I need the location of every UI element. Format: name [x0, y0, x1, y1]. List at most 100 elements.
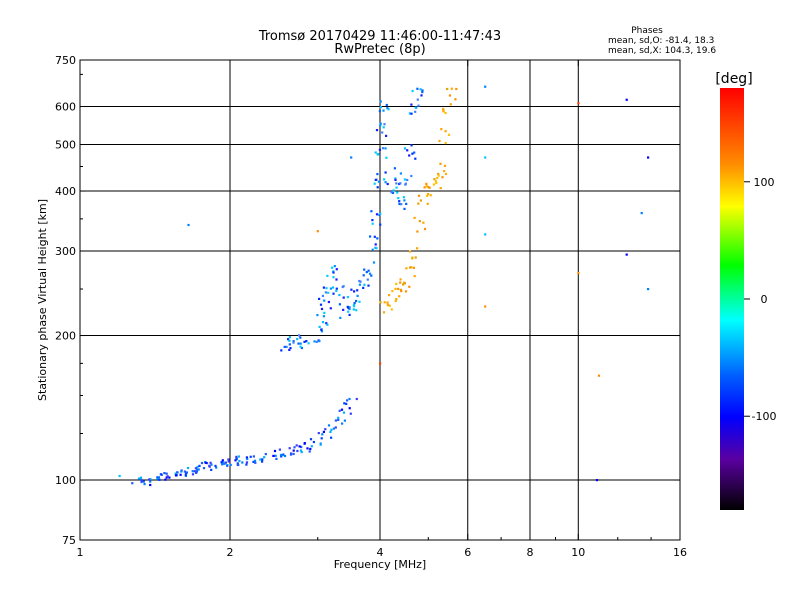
data-point — [194, 467, 197, 470]
data-point — [428, 186, 431, 189]
data-point — [373, 235, 376, 238]
data-point — [174, 472, 177, 475]
data-point — [399, 288, 403, 291]
data-point — [352, 308, 355, 311]
data-point — [165, 476, 168, 479]
data-point — [381, 131, 384, 134]
data-point — [335, 268, 338, 271]
data-point — [205, 462, 209, 465]
data-point — [375, 247, 378, 250]
data-point — [419, 88, 422, 91]
data-point — [273, 449, 277, 453]
data-point — [403, 178, 406, 181]
data-point — [413, 275, 416, 278]
data-point — [408, 112, 411, 115]
data-point — [379, 106, 382, 109]
data-point — [202, 467, 206, 470]
data-point — [350, 288, 353, 291]
data-point — [186, 466, 190, 470]
data-point — [235, 455, 238, 458]
data-point — [416, 87, 419, 90]
data-point — [195, 470, 199, 473]
x-tick-label: 2 — [227, 546, 234, 559]
data-point — [355, 309, 358, 312]
data-point — [305, 340, 308, 343]
data-point — [319, 443, 322, 446]
data-point — [196, 468, 199, 471]
data-point — [363, 283, 366, 286]
data-point — [335, 289, 338, 292]
data-point — [309, 438, 313, 441]
data-point — [323, 311, 326, 314]
data-point — [384, 181, 387, 184]
data-point — [200, 461, 204, 465]
data-point — [313, 340, 316, 343]
data-point — [403, 207, 406, 210]
data-point — [403, 147, 407, 150]
data-point — [342, 411, 346, 414]
y-tick-label: 400 — [55, 185, 76, 198]
data-point — [272, 454, 275, 457]
data-point — [577, 272, 580, 275]
data-point — [280, 454, 283, 457]
data-point — [140, 478, 143, 481]
data-point — [379, 301, 382, 304]
data-point — [285, 345, 288, 348]
data-point — [442, 110, 445, 113]
data-point — [348, 397, 351, 401]
data-point — [385, 134, 388, 137]
data-point — [392, 189, 395, 192]
data-point — [288, 339, 291, 342]
data-point — [318, 325, 321, 328]
data-point — [353, 290, 356, 293]
data-point — [356, 294, 359, 297]
data-point — [237, 463, 240, 467]
data-point — [438, 139, 441, 143]
data-point — [324, 291, 327, 294]
data-point — [376, 173, 379, 176]
data-point — [444, 111, 447, 115]
data-point — [320, 330, 324, 333]
data-point — [324, 428, 327, 431]
data-point — [370, 274, 373, 277]
data-point — [395, 297, 398, 301]
data-point — [287, 338, 290, 341]
y-tick-label: 100 — [55, 474, 76, 487]
data-point — [356, 289, 359, 292]
data-point — [432, 183, 435, 186]
data-point — [382, 109, 385, 112]
data-point — [409, 266, 412, 269]
data-point — [340, 408, 344, 411]
data-point — [346, 296, 349, 299]
data-point — [335, 278, 338, 281]
data-point — [382, 311, 386, 314]
data-point — [388, 294, 391, 297]
data-point — [367, 269, 370, 272]
data-point — [417, 104, 420, 107]
data-point — [394, 299, 397, 303]
data-point — [338, 303, 341, 306]
x-axis-ticks: 1 2 4 6 8 10 16 — [77, 60, 687, 559]
data-point — [426, 193, 430, 196]
data-point — [444, 172, 448, 176]
data-point — [625, 98, 628, 101]
data-point — [379, 124, 382, 127]
colorbar-ticks: 100 0 -100 — [744, 176, 776, 423]
data-point — [330, 428, 333, 431]
data-point — [387, 303, 390, 306]
data-point — [334, 426, 337, 429]
data-point — [359, 280, 362, 283]
data-point — [410, 103, 413, 106]
data-point — [397, 197, 400, 200]
data-point — [303, 442, 306, 445]
data-point — [414, 256, 417, 259]
data-point — [300, 445, 303, 449]
data-point — [417, 194, 421, 197]
data-point — [390, 308, 393, 311]
data-point — [444, 141, 447, 145]
data-point — [355, 299, 358, 303]
data-point — [417, 202, 420, 205]
data-point — [165, 472, 168, 475]
data-point — [330, 436, 333, 439]
data-point — [163, 472, 166, 475]
